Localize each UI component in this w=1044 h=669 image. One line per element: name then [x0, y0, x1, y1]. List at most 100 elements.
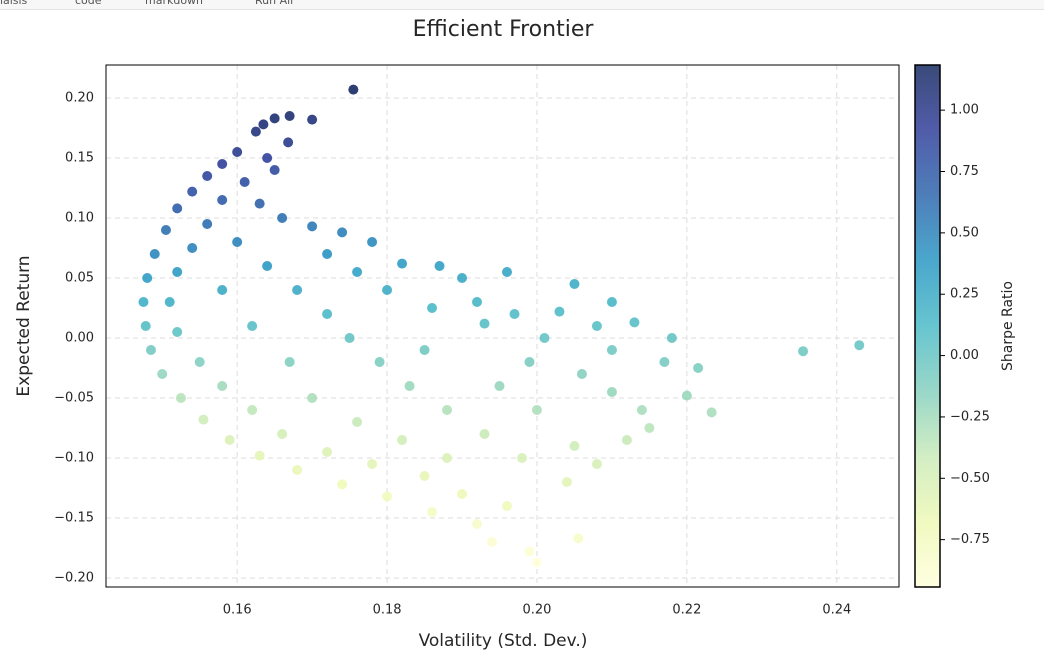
portfolio-point [247, 321, 258, 331]
portfolio-point [524, 357, 535, 367]
portfolio-point [382, 491, 393, 502]
chart-title: Efficient Frontier [413, 17, 595, 42]
portfolio-point [457, 489, 468, 499]
toolbar-item[interactable]: markdown [145, 0, 203, 7]
portfolio-point [322, 447, 333, 457]
portfolio-point [344, 333, 355, 343]
portfolio-point [149, 249, 160, 259]
portfolio-point [516, 453, 527, 463]
portfolio-point [554, 306, 565, 317]
portfolio-point [494, 381, 505, 391]
portfolio-point [457, 273, 468, 283]
x-axis-label: Volatility (Std. Dev.) [419, 631, 588, 651]
y-tick-label: 0.00 [65, 331, 94, 346]
portfolio-point [277, 213, 288, 223]
portfolio-point [382, 285, 393, 295]
portfolio-point [172, 203, 183, 214]
portfolio-point [501, 267, 512, 277]
portfolio-point [160, 225, 171, 235]
portfolio-point [606, 387, 617, 397]
portfolio-point [419, 345, 430, 355]
portfolio-point [254, 450, 265, 461]
axes-frame [105, 64, 900, 588]
portfolio-point [322, 309, 333, 319]
portfolio-point [307, 114, 318, 125]
portfolio-point [442, 405, 453, 415]
portfolio-point [232, 147, 243, 157]
colorbar-label: Sharpe Ratio [1000, 281, 1016, 371]
colorbar-tick-label: 0.00 [950, 348, 979, 363]
portfolio-point [307, 393, 318, 403]
portfolio-point [202, 219, 213, 229]
portfolio-point [337, 479, 348, 490]
portfolio-point [175, 393, 186, 403]
portfolio-point [138, 297, 149, 307]
portfolio-point [348, 84, 359, 95]
portfolio-point [307, 221, 318, 232]
portfolio-point [145, 345, 156, 355]
toolbar [0, 0, 1044, 9]
portfolio-point [217, 159, 228, 169]
portfolio-point [247, 405, 258, 415]
portfolio-point [217, 285, 228, 295]
y-tick-label: 0.05 [65, 271, 94, 286]
portfolio-point [569, 279, 580, 289]
portfolio-point [404, 381, 415, 391]
portfolio-point [636, 405, 647, 415]
portfolio-point [397, 435, 408, 445]
portfolio-point [419, 471, 430, 481]
portfolio-point [576, 369, 587, 379]
portfolio-point [284, 111, 295, 121]
colorbar-tick-label: 0.25 [950, 287, 979, 302]
portfolio-point [367, 459, 378, 469]
portfolio-point [258, 119, 269, 130]
x-tick-label: 0.22 [672, 603, 701, 618]
portfolio-point [606, 345, 617, 355]
portfolio-point [232, 237, 243, 247]
colorbar-tick-label: −0.50 [950, 471, 990, 486]
portfolio-point [217, 381, 228, 391]
portfolio-point [434, 261, 445, 271]
portfolio-point [250, 126, 261, 137]
portfolio-point [573, 533, 584, 544]
portfolio-point [644, 423, 655, 433]
portfolio-point [269, 113, 280, 124]
points [138, 84, 865, 568]
portfolio-point [798, 346, 809, 357]
x-tick-label: 0.16 [223, 603, 252, 618]
portfolio-point [629, 317, 640, 328]
toolbar-item[interactable]: Run All [255, 0, 293, 7]
portfolio-point [262, 261, 273, 271]
colorbar-tick-label: 1.00 [950, 103, 979, 118]
portfolio-point [531, 557, 542, 568]
portfolio-point [681, 390, 692, 401]
portfolio-point [337, 227, 348, 238]
portfolio-point [501, 501, 512, 511]
grid [106, 65, 899, 587]
portfolio-point [172, 267, 183, 277]
toolbar-item[interactable]: code [75, 0, 102, 7]
x-tick-label: 0.20 [523, 603, 552, 618]
portfolio-point [374, 357, 385, 367]
portfolio-point [322, 249, 333, 259]
y-tick-label: 0.10 [65, 211, 94, 226]
portfolio-point [591, 459, 602, 469]
portfolio-point [561, 477, 572, 487]
toolbar-item[interactable]: nalsis [0, 0, 28, 7]
colorbar [914, 64, 941, 588]
portfolio-point [352, 267, 363, 277]
portfolio-point [531, 405, 542, 415]
portfolio-point [194, 357, 205, 367]
y-tick-label: −0.05 [54, 391, 94, 406]
portfolio-point [509, 309, 520, 319]
y-axis-label: Expected Return [14, 255, 34, 396]
x-tick-label: 0.24 [822, 603, 851, 618]
colorbar-tick-label: 0.50 [950, 225, 979, 240]
portfolio-point [254, 198, 265, 209]
portfolio-point [487, 537, 498, 547]
portfolio-point [854, 340, 865, 351]
portfolio-point [524, 546, 535, 557]
portfolio-point [442, 453, 453, 463]
portfolio-point [140, 321, 151, 331]
